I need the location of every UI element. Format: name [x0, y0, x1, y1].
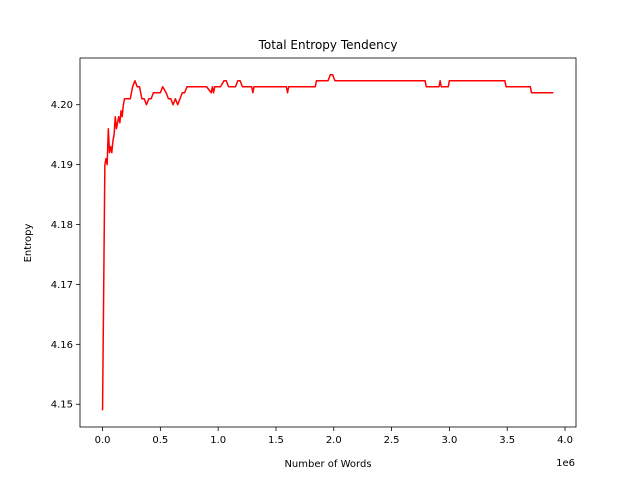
- x-tick-label: 3.5: [499, 435, 515, 446]
- x-tick-label: 0.0: [95, 435, 111, 446]
- x-axis-label: Number of Words: [284, 459, 371, 470]
- x-tick-label: 4.0: [557, 435, 573, 446]
- y-axis: 4.15 4.16 4.17 4.18 4.19 4.20: [51, 100, 80, 411]
- chart-title: Total Entropy Tendency: [258, 38, 398, 52]
- x-tick-label: 2.5: [384, 435, 400, 446]
- y-tick-label: 4.16: [51, 340, 73, 351]
- axes-frame: [79, 57, 577, 428]
- y-tick-label: 4.17: [51, 280, 73, 291]
- plot-area: [101, 74, 554, 411]
- x-tick-label: 0.5: [152, 435, 168, 446]
- y-tick-label: 4.20: [51, 100, 73, 111]
- y-tick-label: 4.15: [51, 400, 73, 411]
- y-tick-label: 4.18: [51, 220, 73, 231]
- y-tick-label: 4.19: [51, 160, 73, 171]
- x-tick-label: 1.0: [210, 435, 226, 446]
- y-axis-label: Entropy: [23, 223, 34, 262]
- x-tick-label: 3.0: [441, 435, 457, 446]
- x-axis: 0.0 0.5 1.0 1.5 2.0 2.5 3.0 3.5 4.0: [95, 427, 573, 446]
- x-tick-label: 1.5: [268, 435, 284, 446]
- x-tick-label: 2.0: [326, 435, 342, 446]
- entropy-series-line: [101, 74, 554, 411]
- x-axis-offset-label: 1e6: [556, 458, 575, 469]
